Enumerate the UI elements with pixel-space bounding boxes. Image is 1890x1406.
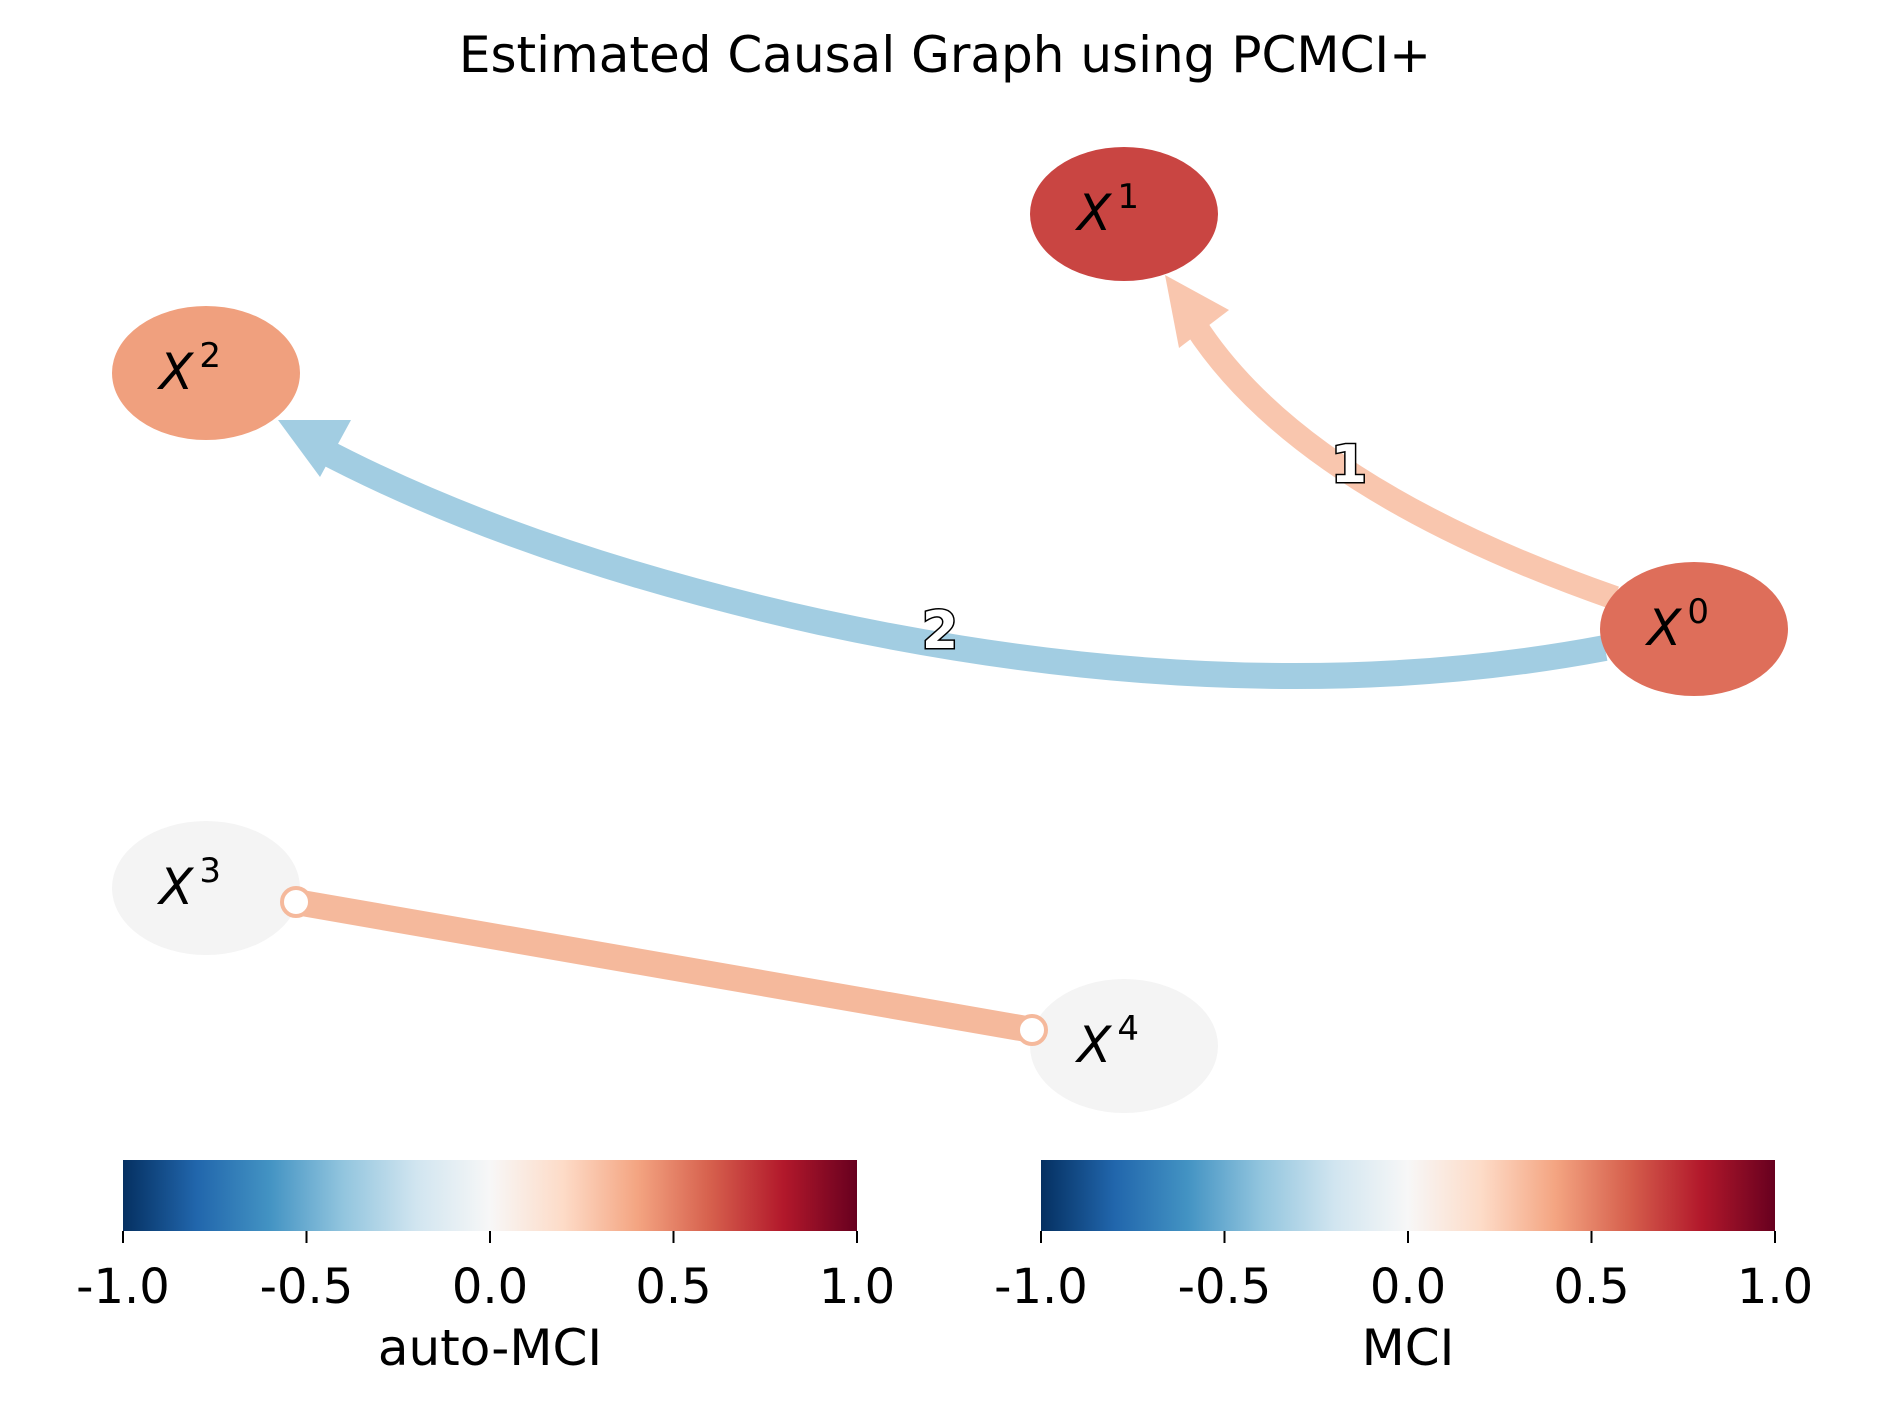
node-x1-ellipse — [1030, 147, 1218, 281]
colorbar-auto-mci-gradient — [123, 1160, 857, 1231]
colorbar-tick-label: -1.0 — [76, 1259, 170, 1315]
edge-x0-x1: 1 — [1165, 275, 1619, 610]
edge-x3-x4 — [293, 889, 1035, 1043]
colorbar-mci-ticks: -1.0 -0.5 0.0 0.5 1.0 — [994, 1231, 1813, 1315]
colorbar-tick-label: 0.0 — [452, 1259, 528, 1315]
edge-x0-x2-arrowhead — [278, 420, 351, 477]
edge-x3-x4-end-circle-x3 — [280, 886, 312, 918]
edge-x3-x4-line — [293, 889, 1035, 1043]
colorbar-auto-mci: -1.0 -0.5 0.0 0.5 1.0 auto-MCI — [76, 1160, 895, 1377]
colorbar-tick-label: -0.5 — [260, 1259, 354, 1315]
graph-title: Estimated Causal Graph using PCMCI+ — [459, 26, 1431, 84]
edge-x0-x1-label: 1 — [1331, 435, 1367, 495]
edge-x0-x2-line — [311, 436, 1608, 690]
colorbar-tick-label: 1.0 — [1737, 1259, 1813, 1315]
colorbar-tick-label: 0.0 — [1370, 1259, 1446, 1315]
colorbar-auto-mci-ticks: -1.0 -0.5 0.0 0.5 1.0 — [76, 1231, 895, 1315]
edge-x0-x2-label: 2 — [922, 601, 958, 661]
edge-x0-x1-line — [1184, 318, 1619, 610]
colorbar-tick-label: -0.5 — [1178, 1259, 1272, 1315]
edge-x0-x2: 2 — [278, 420, 1608, 690]
colorbar-mci: -1.0 -0.5 0.0 0.5 1.0 MCI — [994, 1160, 1813, 1377]
node-x4-ellipse — [1030, 979, 1218, 1113]
colorbar-mci-gradient — [1041, 1160, 1775, 1231]
colorbar-tick-label: 1.0 — [819, 1259, 895, 1315]
edge-x0-x1-arrowhead — [1165, 275, 1229, 348]
colorbar-tick-label: 0.5 — [635, 1259, 711, 1315]
node-x0-ellipse — [1600, 562, 1788, 696]
edge-x3-x4-end-circle-x4 — [1016, 1014, 1048, 1046]
colorbar-tick-label: 0.5 — [1553, 1259, 1629, 1315]
colorbar-tick-label: -1.0 — [994, 1259, 1088, 1315]
colorbar-mci-label: MCI — [1362, 1319, 1455, 1377]
node-x2-ellipse — [112, 306, 300, 440]
colorbar-auto-mci-label: auto-MCI — [378, 1319, 602, 1377]
edges-layer: 1 2 — [278, 275, 1619, 1043]
node-x3-ellipse — [112, 821, 300, 955]
